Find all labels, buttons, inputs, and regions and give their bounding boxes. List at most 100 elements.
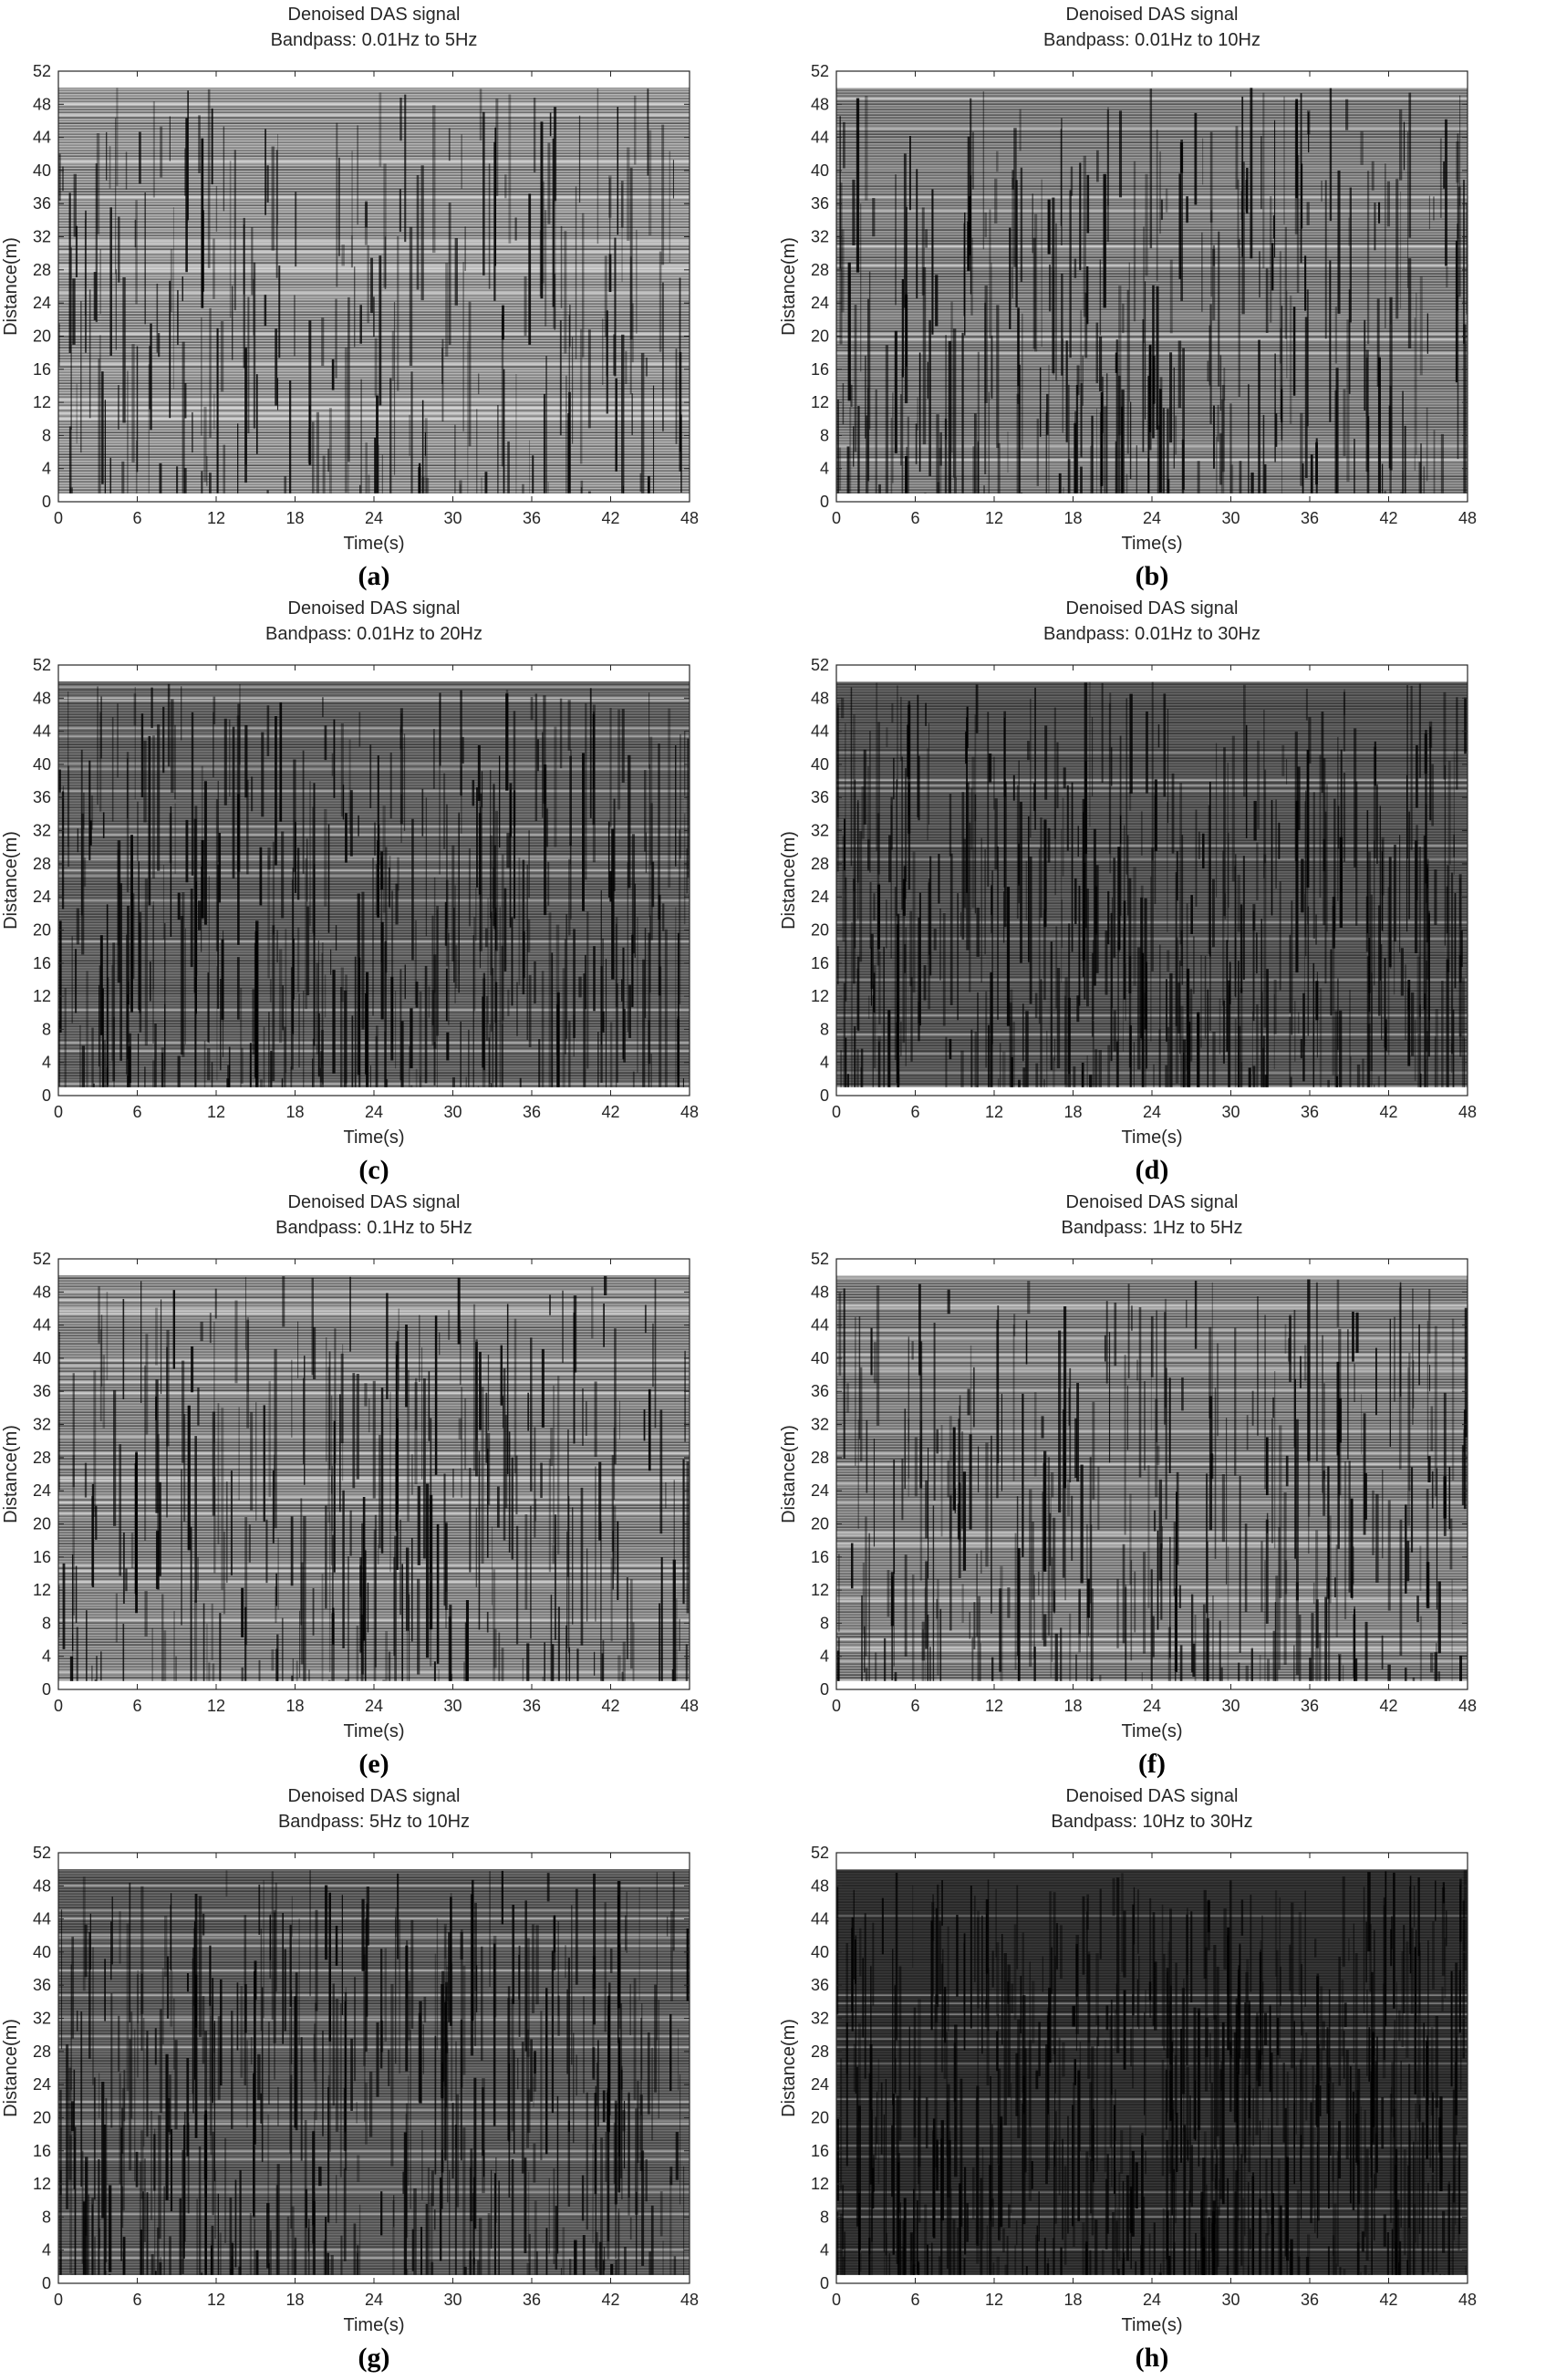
x-tick-label: 18 bbox=[285, 1103, 304, 1121]
chart-title: Denoised DAS signal bbox=[1066, 598, 1239, 618]
y-tick-label: 4 bbox=[42, 1647, 51, 1666]
chart-title: Denoised DAS signal bbox=[1066, 5, 1239, 25]
x-tick-label: 48 bbox=[680, 2291, 699, 2309]
y-tick-label: 16 bbox=[33, 360, 51, 379]
y-tick-label: 48 bbox=[33, 1283, 51, 1301]
y-tick-label: 40 bbox=[33, 161, 51, 180]
x-tick-label: 18 bbox=[285, 1697, 304, 1715]
y-axis-label: Distance(m) bbox=[1, 237, 21, 336]
x-tick-label: 42 bbox=[1379, 1103, 1397, 1121]
x-tick-label: 24 bbox=[1143, 509, 1161, 527]
x-tick-label: 0 bbox=[54, 509, 63, 527]
x-tick-label: 48 bbox=[1458, 509, 1477, 527]
y-tick-label: 44 bbox=[811, 129, 829, 147]
chart-subtitle: Bandpass: 0.1Hz to 5Hz bbox=[275, 1218, 472, 1238]
x-tick-label: 36 bbox=[523, 1697, 541, 1715]
y-tick-label: 28 bbox=[33, 855, 51, 873]
x-tick-label: 0 bbox=[832, 509, 841, 527]
y-tick-label: 16 bbox=[811, 360, 829, 379]
y-tick-label: 20 bbox=[33, 327, 51, 345]
x-axis-label: Time(s) bbox=[1121, 1128, 1182, 1148]
x-tick-label: 12 bbox=[207, 1103, 225, 1121]
chart-title: Denoised DAS signal bbox=[1066, 1192, 1239, 1212]
x-tick-label: 30 bbox=[443, 1697, 462, 1715]
y-tick-label: 32 bbox=[33, 2010, 51, 2028]
x-axis-label: Time(s) bbox=[343, 1721, 404, 1741]
chart-title: Denoised DAS signal bbox=[288, 1192, 461, 1212]
x-tick-label: 6 bbox=[910, 509, 919, 527]
x-tick-label: 12 bbox=[207, 1697, 225, 1715]
y-tick-label: 20 bbox=[33, 2108, 51, 2126]
x-tick-label: 30 bbox=[443, 1103, 462, 1121]
chart-subtitle: Bandpass: 0.01Hz to 20Hz bbox=[265, 624, 482, 644]
x-axis-label: Time(s) bbox=[1121, 1721, 1182, 1741]
x-tick-label: 36 bbox=[523, 2291, 541, 2309]
y-tick-label: 12 bbox=[33, 1581, 51, 1599]
x-tick-label: 42 bbox=[601, 2291, 619, 2309]
y-tick-label: 0 bbox=[820, 1680, 829, 1699]
y-tick-label: 20 bbox=[811, 920, 829, 939]
x-tick-label: 48 bbox=[680, 1697, 699, 1715]
y-tick-label: 16 bbox=[811, 954, 829, 972]
y-tick-label: 12 bbox=[811, 1581, 829, 1599]
x-tick-label: 42 bbox=[601, 509, 619, 527]
y-tick-label: 52 bbox=[33, 62, 51, 80]
x-tick-label: 48 bbox=[1458, 1103, 1477, 1121]
x-axis-label: Time(s) bbox=[343, 1128, 404, 1148]
y-tick-label: 32 bbox=[33, 1416, 51, 1434]
x-tick-label: 42 bbox=[601, 1697, 619, 1715]
x-tick-label: 36 bbox=[1301, 509, 1319, 527]
x-tick-label: 42 bbox=[1379, 509, 1397, 527]
y-tick-label: 36 bbox=[33, 1976, 51, 1994]
x-tick-label: 48 bbox=[1458, 1697, 1477, 1715]
y-tick-label: 0 bbox=[42, 493, 51, 511]
y-tick-label: 44 bbox=[33, 1316, 51, 1335]
y-tick-label: 16 bbox=[33, 2142, 51, 2160]
y-tick-label: 28 bbox=[811, 261, 829, 279]
x-tick-label: 18 bbox=[1063, 509, 1082, 527]
x-tick-label: 30 bbox=[1221, 1103, 1240, 1121]
x-tick-label: 0 bbox=[54, 2291, 63, 2309]
y-tick-label: 8 bbox=[42, 2208, 51, 2226]
panel-caption: (d) bbox=[1136, 1155, 1169, 1185]
y-tick-label: 12 bbox=[33, 2175, 51, 2193]
x-tick-label: 18 bbox=[1063, 1697, 1082, 1715]
signal-texture bbox=[836, 1275, 1468, 1681]
y-tick-label: 20 bbox=[811, 1514, 829, 1533]
x-tick-label: 0 bbox=[832, 1103, 841, 1121]
panel-caption: (b) bbox=[1136, 561, 1169, 591]
signal-texture bbox=[836, 88, 1468, 494]
y-tick-label: 44 bbox=[811, 1316, 829, 1335]
y-tick-label: 36 bbox=[33, 194, 51, 213]
x-tick-label: 24 bbox=[1143, 1103, 1161, 1121]
y-tick-label: 0 bbox=[42, 1680, 51, 1699]
y-tick-label: 40 bbox=[811, 755, 829, 774]
y-tick-label: 48 bbox=[33, 1876, 51, 1895]
y-tick-label: 24 bbox=[33, 294, 51, 312]
y-tick-label: 52 bbox=[811, 1250, 829, 1268]
y-tick-label: 36 bbox=[811, 788, 829, 806]
x-tick-label: 30 bbox=[443, 509, 462, 527]
x-tick-label: 24 bbox=[1143, 1697, 1161, 1715]
x-tick-label: 24 bbox=[365, 509, 383, 527]
y-tick-label: 40 bbox=[811, 1349, 829, 1367]
y-axis-label: Distance(m) bbox=[779, 237, 799, 336]
chart-subtitle: Bandpass: 0.01Hz to 30Hz bbox=[1043, 624, 1260, 644]
y-tick-label: 32 bbox=[33, 228, 51, 246]
y-tick-label: 8 bbox=[42, 1614, 51, 1632]
y-tick-label: 36 bbox=[811, 194, 829, 213]
x-tick-label: 6 bbox=[132, 1697, 141, 1715]
chart-subtitle: Bandpass: 5Hz to 10Hz bbox=[278, 1812, 470, 1832]
y-tick-label: 12 bbox=[33, 393, 51, 411]
x-tick-label: 36 bbox=[523, 1103, 541, 1121]
y-tick-label: 52 bbox=[811, 656, 829, 674]
y-tick-label: 36 bbox=[811, 1382, 829, 1400]
panel-d: Denoised DAS signal Bandpass: 0.01Hz to 3… bbox=[778, 594, 1556, 1192]
y-tick-label: 44 bbox=[33, 1910, 51, 1928]
